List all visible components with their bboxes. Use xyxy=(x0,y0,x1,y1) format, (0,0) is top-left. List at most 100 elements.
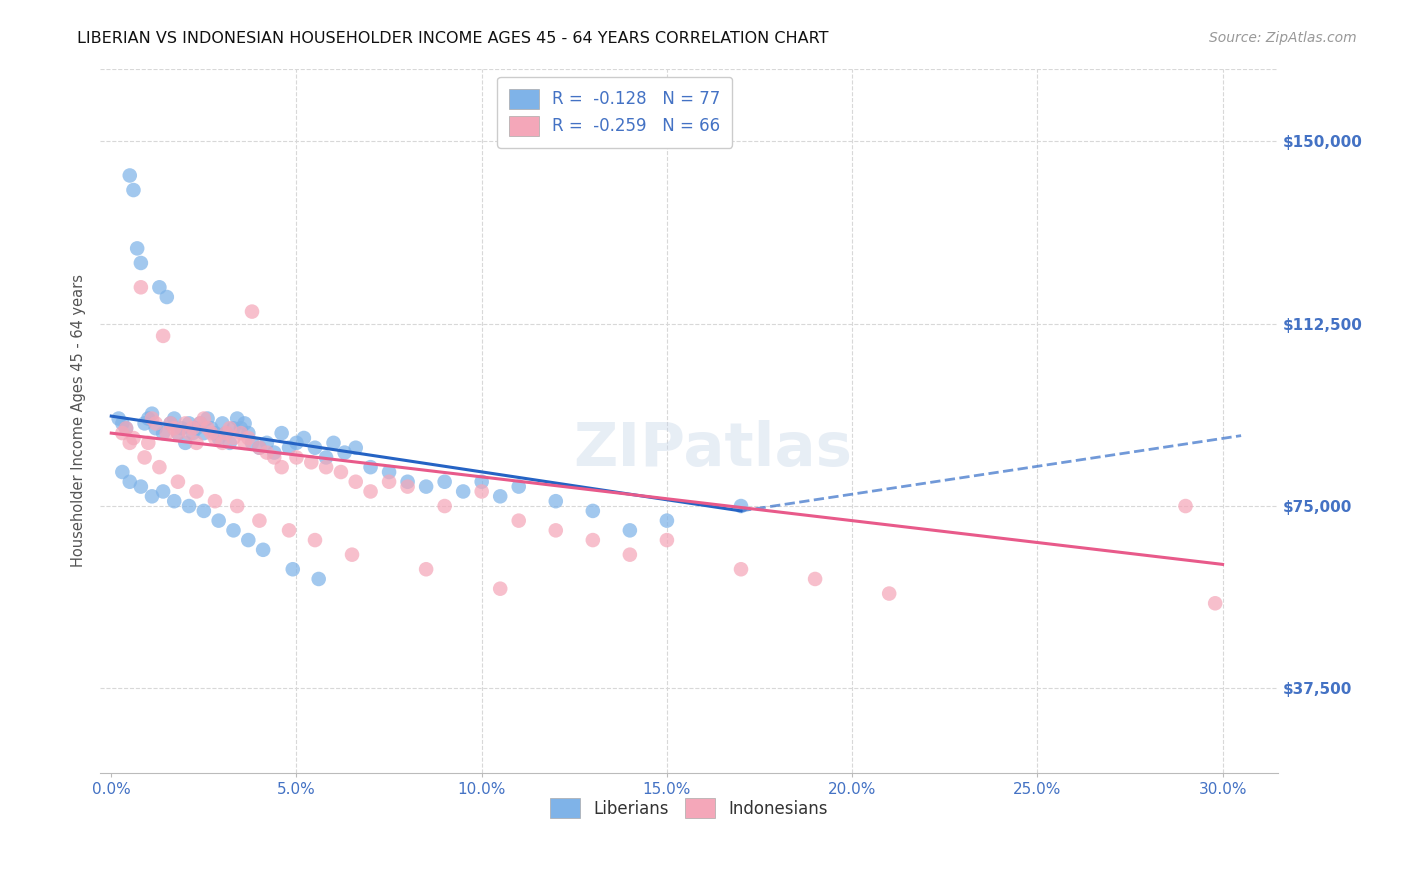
Point xyxy=(111,426,134,441)
Point xyxy=(200,426,222,441)
Point xyxy=(134,417,156,431)
Point xyxy=(433,475,456,489)
Point xyxy=(204,431,226,445)
Point xyxy=(129,280,152,294)
Point xyxy=(229,426,252,441)
Point xyxy=(118,475,141,489)
Point xyxy=(167,475,190,489)
Point xyxy=(167,426,190,441)
Point xyxy=(508,514,530,528)
Point xyxy=(544,524,567,538)
Point xyxy=(167,426,190,441)
Point xyxy=(471,475,494,489)
Point xyxy=(156,426,179,441)
Point xyxy=(186,435,208,450)
Legend: Liberians, Indonesians: Liberians, Indonesians xyxy=(543,791,835,825)
Point xyxy=(204,426,226,441)
Point xyxy=(263,445,285,459)
Point xyxy=(181,421,204,435)
Point xyxy=(281,562,304,576)
Point xyxy=(304,441,326,455)
Point xyxy=(315,460,337,475)
Point xyxy=(489,489,512,503)
Point xyxy=(285,450,308,465)
Point xyxy=(215,426,238,441)
Point xyxy=(344,475,367,489)
Point xyxy=(208,514,231,528)
Point xyxy=(136,435,159,450)
Point xyxy=(197,421,219,435)
Point xyxy=(344,441,367,455)
Point xyxy=(174,417,197,431)
Point xyxy=(285,435,308,450)
Point xyxy=(222,524,245,538)
Point xyxy=(136,411,159,425)
Point xyxy=(188,417,211,431)
Point xyxy=(233,417,256,431)
Point xyxy=(655,514,678,528)
Point xyxy=(122,431,145,445)
Point xyxy=(170,421,193,435)
Point xyxy=(204,494,226,508)
Point xyxy=(211,417,233,431)
Point xyxy=(218,421,240,435)
Point xyxy=(186,421,208,435)
Point xyxy=(193,504,215,518)
Point xyxy=(270,426,292,441)
Point xyxy=(141,411,163,425)
Y-axis label: Householder Income Ages 45 - 64 years: Householder Income Ages 45 - 64 years xyxy=(72,275,86,567)
Point xyxy=(249,514,271,528)
Point xyxy=(174,435,197,450)
Point xyxy=(152,329,174,343)
Point xyxy=(152,484,174,499)
Point xyxy=(263,450,285,465)
Point xyxy=(582,533,605,547)
Point xyxy=(1204,596,1226,610)
Point xyxy=(730,499,752,513)
Point xyxy=(193,426,215,441)
Point xyxy=(270,460,292,475)
Point xyxy=(471,484,494,499)
Point xyxy=(208,431,231,445)
Point xyxy=(249,441,271,455)
Point xyxy=(118,169,141,183)
Point xyxy=(148,460,170,475)
Point xyxy=(159,417,181,431)
Point xyxy=(226,499,249,513)
Point xyxy=(655,533,678,547)
Point xyxy=(211,435,233,450)
Point xyxy=(582,504,605,518)
Point xyxy=(186,484,208,499)
Point xyxy=(148,280,170,294)
Point xyxy=(804,572,827,586)
Point xyxy=(304,533,326,547)
Point xyxy=(378,475,401,489)
Point xyxy=(145,417,167,431)
Point xyxy=(278,524,301,538)
Point xyxy=(118,435,141,450)
Point xyxy=(163,421,186,435)
Point xyxy=(360,460,382,475)
Point xyxy=(156,290,179,304)
Text: Source: ZipAtlas.com: Source: ZipAtlas.com xyxy=(1209,31,1357,45)
Point xyxy=(315,450,337,465)
Point xyxy=(256,435,278,450)
Point xyxy=(145,421,167,435)
Point xyxy=(181,426,204,441)
Point xyxy=(238,431,260,445)
Point xyxy=(489,582,512,596)
Point xyxy=(619,524,641,538)
Point xyxy=(233,435,256,450)
Point xyxy=(222,431,245,445)
Point xyxy=(163,411,186,425)
Point xyxy=(378,465,401,479)
Point xyxy=(322,435,344,450)
Point xyxy=(249,441,271,455)
Point xyxy=(188,417,211,431)
Point xyxy=(177,426,200,441)
Point xyxy=(544,494,567,508)
Point xyxy=(163,494,186,508)
Point xyxy=(115,421,138,435)
Point xyxy=(396,475,419,489)
Point xyxy=(238,533,260,547)
